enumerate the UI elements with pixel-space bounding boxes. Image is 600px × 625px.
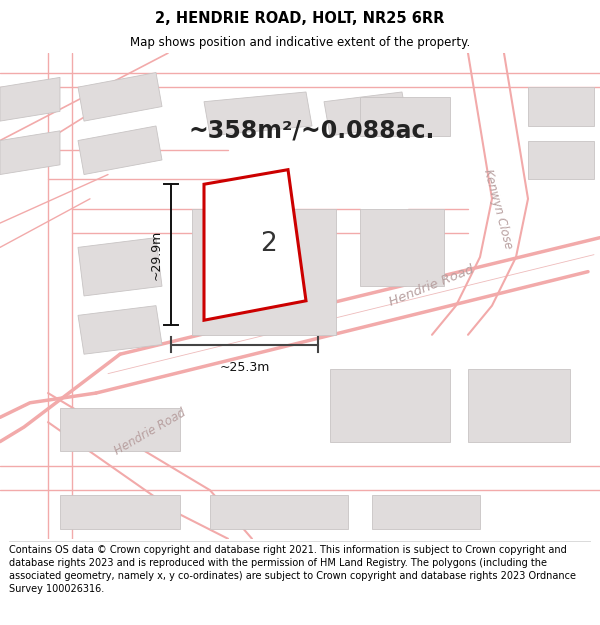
Polygon shape	[0, 78, 60, 121]
Polygon shape	[360, 209, 444, 286]
Polygon shape	[78, 126, 162, 174]
Text: Hendrie Road: Hendrie Road	[112, 406, 188, 458]
Polygon shape	[78, 72, 162, 121]
Text: 2, HENDRIE ROAD, HOLT, NR25 6RR: 2, HENDRIE ROAD, HOLT, NR25 6RR	[155, 11, 445, 26]
Text: ~25.3m: ~25.3m	[220, 361, 269, 374]
Polygon shape	[528, 141, 594, 179]
Polygon shape	[468, 369, 570, 442]
Polygon shape	[60, 408, 180, 451]
Polygon shape	[360, 97, 450, 136]
Polygon shape	[210, 495, 348, 529]
Polygon shape	[204, 92, 312, 136]
Polygon shape	[78, 306, 162, 354]
Text: Hendrie Road: Hendrie Road	[388, 263, 476, 309]
Polygon shape	[372, 495, 480, 529]
Text: Kenwyn Close: Kenwyn Close	[481, 167, 515, 250]
Polygon shape	[528, 87, 594, 126]
Polygon shape	[192, 209, 336, 335]
Text: ~29.9m: ~29.9m	[149, 229, 163, 280]
Text: Map shows position and indicative extent of the property.: Map shows position and indicative extent…	[130, 36, 470, 49]
Text: Contains OS data © Crown copyright and database right 2021. This information is : Contains OS data © Crown copyright and d…	[9, 545, 576, 594]
Text: ~358m²/~0.088ac.: ~358m²/~0.088ac.	[189, 119, 435, 143]
Polygon shape	[60, 495, 180, 529]
Polygon shape	[204, 169, 306, 320]
Polygon shape	[330, 369, 450, 442]
Text: 2: 2	[260, 231, 277, 257]
Polygon shape	[78, 238, 162, 296]
Polygon shape	[0, 131, 60, 174]
Polygon shape	[324, 92, 408, 136]
